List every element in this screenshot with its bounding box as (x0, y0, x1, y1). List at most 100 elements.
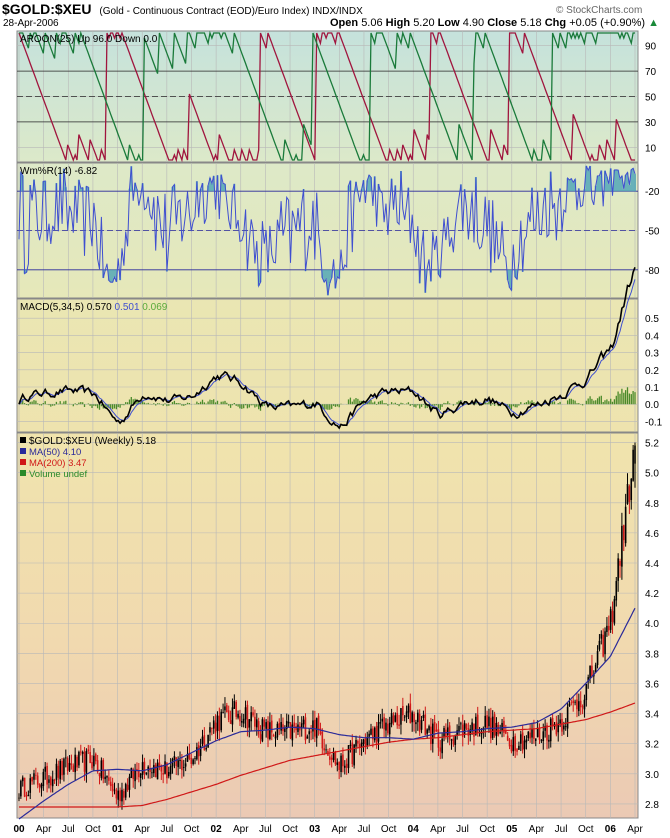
macd-value: 0.069 (140, 302, 168, 313)
price-candle-body (211, 727, 213, 729)
price-candle-body (272, 734, 275, 737)
price-candle-body (534, 738, 537, 741)
price-candle-body (409, 703, 412, 723)
price-candle-body (594, 664, 597, 673)
price-candle-body (93, 755, 95, 767)
price-candle-body (207, 734, 209, 748)
price-candle-body (61, 761, 63, 776)
price-candle-body (74, 754, 76, 773)
price-candle-body (407, 705, 410, 713)
aroon-ytick: 70 (645, 67, 657, 78)
price-candle-body (388, 722, 391, 735)
ohlc-readout: Open 5.06 High 5.20 Low 4.90 Close 5.18 … (330, 17, 659, 29)
price-candle-body (306, 736, 309, 739)
xaxis-label: 02 (211, 824, 223, 835)
price-candle-body (390, 713, 393, 725)
price-candle-body (248, 719, 251, 728)
price-candle-body (284, 728, 286, 732)
price-candle-body (596, 651, 599, 666)
price-candle-body (76, 756, 78, 768)
price-candle-body (531, 729, 533, 738)
price-candle-body (222, 712, 224, 713)
price-ytick: 4.2 (645, 589, 659, 600)
macd-ytick: -0.1 (645, 417, 663, 428)
chart-title: $GOLD:$XEU (Gold - Continuous Contract (… (2, 1, 363, 17)
price-candle-body (360, 742, 363, 748)
price-candle-body (297, 724, 299, 732)
price-candle-body (420, 720, 423, 730)
price-candle-body (280, 722, 282, 731)
price-ytick: 3.0 (645, 770, 659, 781)
macd-ytick: 0.0 (645, 400, 659, 411)
aroon-up-line (19, 30, 635, 163)
xaxis-label: Jul (555, 824, 568, 835)
price-candle-body (501, 722, 503, 731)
price-candle-body (218, 715, 221, 732)
price-candle-body (433, 722, 436, 732)
price-candle-body (70, 763, 73, 766)
price-candle-body (38, 783, 41, 787)
price-candle-body (158, 762, 161, 767)
xaxis-label: 03 (309, 824, 321, 835)
price-candle-body (561, 718, 563, 732)
price-candle-body (153, 765, 155, 774)
price-candle-body (51, 779, 54, 787)
price-candle-body (422, 714, 425, 718)
price-candle-body (349, 744, 352, 746)
price-candle-body (463, 722, 466, 736)
price-candle-body (233, 701, 236, 709)
price-candle-body (145, 772, 148, 775)
price-candle-body (630, 478, 633, 500)
price-candle-body (102, 759, 105, 779)
price-candle-body (263, 719, 266, 727)
xaxis-label: 06 (605, 824, 617, 835)
price-candle-body (199, 746, 202, 756)
price-candle-body (126, 784, 129, 791)
xaxis-label: Apr (332, 824, 348, 835)
price-candle-body (426, 729, 428, 734)
price-candle-body (476, 714, 479, 734)
price-candle-body (357, 740, 359, 744)
price-candle-body (398, 724, 400, 726)
macd-panel-bg (16, 298, 639, 433)
price-candle-body (548, 739, 550, 742)
xaxis-label: Apr (134, 824, 150, 835)
price-candle-body (289, 722, 292, 739)
price-candle-body (372, 728, 374, 740)
price-candle-body (570, 702, 573, 704)
price-candle-body (431, 723, 434, 744)
price-candle-body (25, 795, 28, 797)
price-candle-body (216, 715, 219, 731)
price-candle-body (94, 753, 97, 762)
price-candle-body (23, 777, 26, 797)
price-candle-body (435, 729, 438, 732)
price-candle-body (66, 758, 69, 772)
price-candle-body (428, 726, 430, 731)
macd-ytick: 0.1 (645, 383, 659, 394)
price-candle-body (585, 684, 588, 701)
price-candle-body (555, 722, 558, 735)
price-candle-body (634, 445, 636, 464)
price-candle-body (96, 760, 99, 772)
price-candle-body (508, 739, 511, 747)
price-ytick: 4.8 (645, 499, 659, 510)
price-candle-body (478, 735, 481, 737)
price-candle-body (373, 727, 376, 741)
price-candle-body (134, 770, 136, 782)
price-candle-body (456, 730, 458, 736)
price-candle-body (302, 719, 305, 725)
price-candle-body (598, 640, 601, 650)
price-candle-body (83, 751, 86, 772)
price-candle-body (364, 737, 367, 747)
price-candle-body (370, 728, 372, 735)
price-candle-body (50, 777, 52, 786)
price-candle-body (589, 665, 591, 679)
price-candle-body (274, 736, 277, 739)
price-candle-body (160, 765, 163, 772)
price-candle-body (542, 731, 545, 742)
legend-swatch (20, 470, 26, 476)
price-candle-body (154, 764, 157, 778)
price-candle-body (471, 722, 473, 732)
price-candle-body (194, 758, 196, 759)
price-candle-body (164, 761, 166, 774)
